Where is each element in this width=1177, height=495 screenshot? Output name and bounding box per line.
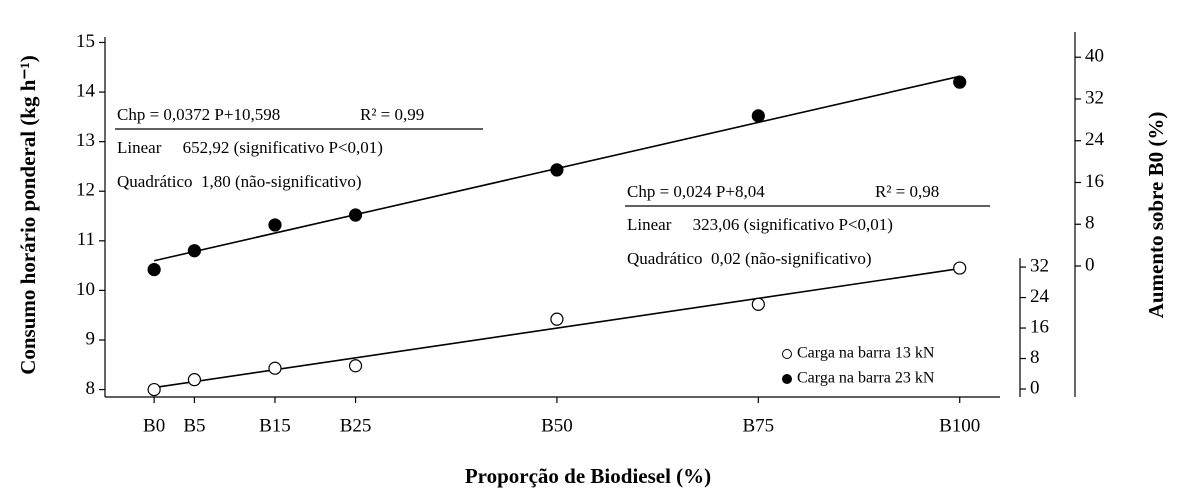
annotation-line: Linear 652,92 (significativo P<0,01) [117, 138, 383, 157]
x-tick-label: B15 [259, 415, 291, 436]
x-tick-label: B5 [183, 415, 205, 436]
y3-axis-tick-label: 0 [1085, 254, 1095, 275]
point [187, 373, 202, 387]
x-tick-label: B50 [541, 415, 573, 436]
y3-axis-tick-label: 8 [1085, 213, 1095, 234]
point [147, 262, 161, 277]
y2-axis-tick-label: 0 [1030, 377, 1040, 398]
annotation-line: Linear 323,06 (significativo P<0,01) [627, 215, 893, 234]
point [751, 109, 765, 123]
legend-marker [782, 349, 792, 359]
y2-axis-tick-label: 32 [1030, 255, 1049, 276]
x-tick-label: B100 [939, 415, 980, 436]
y2-axis-label: Aumento sobre B0 (%) [1144, 112, 1168, 319]
y-tick-label: 13 [76, 130, 95, 151]
point [550, 312, 564, 326]
x-tick-label: B75 [742, 415, 774, 436]
y-tick-label: 9 [86, 328, 96, 349]
legend-label: Carga na barra 13 kN [797, 345, 935, 362]
point [550, 163, 564, 177]
y3-axis-tick-label: 16 [1085, 171, 1104, 192]
point [348, 359, 363, 373]
legend-marker [782, 374, 792, 384]
annotation-r2: R² = 0,99 [360, 105, 424, 124]
y3-axis-tick-label: 32 [1085, 87, 1104, 108]
y3-axis-tick-label: 24 [1085, 129, 1105, 150]
annotation-r2: R² = 0,98 [875, 182, 939, 201]
y-tick-label: 15 [76, 31, 95, 52]
x-tick-label: B0 [143, 415, 165, 436]
y-tick-label: 8 [86, 378, 96, 399]
annotation-line: Quadrático 1,80 (não-significativo) [117, 172, 362, 191]
x-axis-label: Proporção de Biodiesel (%) [465, 464, 711, 488]
point [751, 297, 765, 311]
annotation-equation: Chp = 0,024 P+8,04 [627, 182, 765, 201]
point [187, 244, 202, 258]
point [348, 208, 363, 222]
point [268, 361, 282, 375]
y3-axis-tick-label: 40 [1085, 46, 1104, 67]
y-tick-label: 12 [76, 180, 95, 201]
annotation-line: Quadrático 0,02 (não-significativo) [627, 249, 872, 268]
y-tick-label: 10 [76, 279, 95, 300]
point [268, 218, 282, 232]
y2-axis-tick-label: 8 [1030, 347, 1040, 368]
point [953, 261, 967, 275]
y-axis-label: Consumo horário ponderal (kg h⁻¹) [16, 55, 40, 375]
x-tick-label: B25 [340, 415, 372, 436]
annotation-equation: Chp = 0,0372 P+10,598 [117, 105, 280, 124]
y2-axis-tick-label: 16 [1030, 316, 1049, 337]
point [147, 382, 161, 397]
legend-label: Carga na barra 23 kN [797, 370, 935, 387]
y2-axis-tick-label: 24 [1030, 286, 1050, 307]
y-tick-label: 14 [76, 80, 96, 101]
point [953, 75, 967, 89]
fit-line [154, 267, 960, 389]
y-tick-label: 11 [77, 229, 95, 250]
